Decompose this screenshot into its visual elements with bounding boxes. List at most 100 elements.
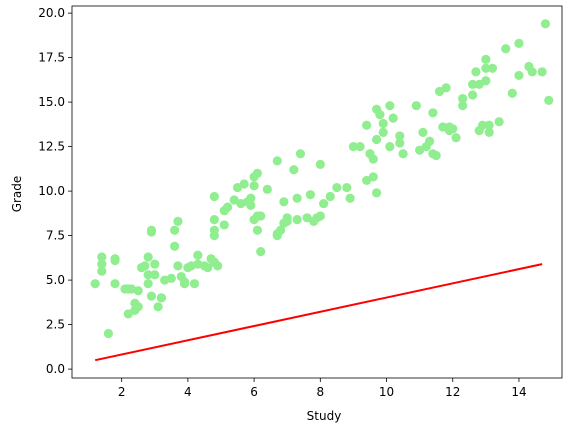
- x-tick-label: 2: [118, 385, 126, 399]
- data-point: [507, 88, 517, 98]
- data-point: [213, 261, 223, 271]
- data-point: [179, 279, 190, 289]
- data-point: [468, 90, 478, 100]
- data-point: [110, 279, 120, 289]
- data-point: [193, 250, 203, 260]
- data-point: [295, 149, 306, 159]
- axes-frame: [71, 5, 563, 379]
- data-point: [441, 83, 451, 93]
- data-point: [153, 302, 163, 312]
- data-point: [371, 134, 382, 145]
- axes: 2 4 6 8 10 12 14 0.0 2.5 5.0 7.5 10.0 12.5 15.0 17.5 20…: [38, 5, 563, 399]
- data-point: [481, 63, 491, 73]
- x-tick-label: 8: [316, 385, 324, 399]
- data-point: [252, 225, 263, 235]
- data-point: [371, 188, 382, 198]
- data-point: [332, 182, 342, 193]
- data-point: [143, 252, 153, 262]
- data-point: [150, 259, 160, 269]
- x-tick-label: 10: [379, 385, 394, 399]
- data-point: [97, 259, 107, 269]
- y-tick-label: 5.0: [46, 273, 65, 287]
- data-point: [170, 225, 180, 235]
- data-point: [97, 252, 107, 262]
- y-tick-label: 2.5: [46, 318, 65, 332]
- y-tick-label: 10.0: [38, 184, 65, 198]
- data-point: [385, 101, 395, 111]
- data-point: [481, 76, 491, 86]
- data-point: [166, 273, 176, 283]
- data-point: [289, 165, 299, 175]
- data-point: [424, 136, 435, 146]
- data-point: [378, 118, 388, 129]
- data-point: [342, 182, 352, 193]
- data-point: [368, 172, 378, 182]
- data-point: [203, 263, 213, 273]
- data-point: [272, 156, 282, 166]
- data-point: [256, 247, 266, 257]
- data-point: [209, 225, 219, 235]
- data-point: [348, 142, 359, 152]
- data-point: [431, 150, 441, 161]
- data-point: [484, 120, 494, 130]
- data-point: [494, 117, 504, 127]
- data-point: [537, 67, 547, 77]
- data-point: [501, 44, 511, 54]
- data-point: [368, 154, 378, 164]
- data-point: [487, 63, 498, 73]
- data-point: [540, 19, 551, 29]
- data-point: [239, 179, 249, 189]
- data-point: [514, 38, 524, 48]
- x-tick-label: 14: [511, 385, 526, 399]
- data-point: [246, 193, 256, 203]
- data-point: [140, 261, 150, 271]
- data-point: [209, 191, 219, 202]
- data-point: [219, 220, 229, 230]
- data-point: [279, 197, 289, 207]
- y-tick-label: 7.5: [46, 229, 65, 243]
- data-point: [170, 241, 180, 251]
- data-point: [484, 127, 494, 137]
- data-point: [150, 270, 160, 280]
- data-point: [246, 200, 256, 210]
- y-tick-label: 0.0: [46, 362, 65, 376]
- data-point: [395, 131, 405, 141]
- data-point: [133, 286, 143, 296]
- data-point: [458, 101, 468, 111]
- data-point: [143, 279, 153, 289]
- data-point: [544, 95, 554, 105]
- data-point: [223, 202, 233, 212]
- x-tick-label: 12: [445, 385, 460, 399]
- fit-line: [94, 263, 543, 362]
- y-tick-label: 15.0: [38, 95, 65, 109]
- data-point: [133, 302, 143, 312]
- data-point: [527, 67, 537, 77]
- plot-area: [90, 19, 554, 362]
- data-point: [173, 216, 183, 226]
- data-point: [481, 54, 491, 64]
- data-point: [305, 190, 315, 200]
- data-point: [395, 138, 405, 148]
- data-point: [249, 181, 259, 191]
- data-point: [275, 225, 286, 235]
- y-tick-label: 12.5: [38, 140, 65, 154]
- data-point: [143, 270, 153, 280]
- data-point: [458, 93, 468, 104]
- data-point: [477, 120, 488, 130]
- data-point: [398, 149, 408, 159]
- data-point: [90, 279, 100, 289]
- data-point: [146, 291, 157, 301]
- data-point: [428, 108, 438, 118]
- data-point: [355, 142, 365, 152]
- data-point: [315, 211, 325, 221]
- data-point: [252, 168, 263, 178]
- data-point: [362, 120, 372, 130]
- x-tick-label: 4: [184, 385, 192, 399]
- x-axis-label: Study: [307, 409, 342, 423]
- data-point: [262, 184, 272, 194]
- data-point: [514, 70, 524, 81]
- data-point: [110, 255, 120, 266]
- data-point: [411, 101, 421, 111]
- data-point: [345, 193, 355, 203]
